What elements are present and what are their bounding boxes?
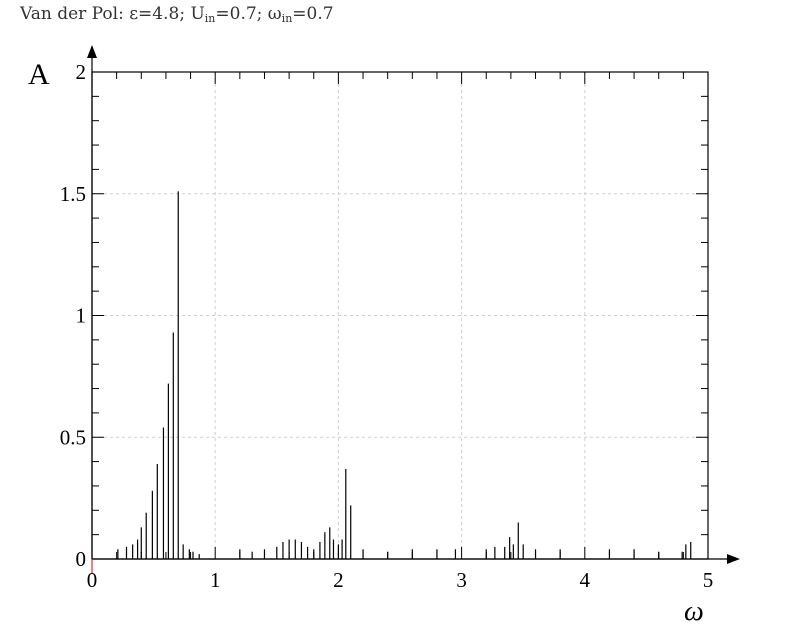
- title-mid: =0.7; ω: [215, 4, 282, 24]
- y-axis-label: A: [28, 58, 50, 91]
- data-bars: [117, 191, 692, 559]
- y-tick-labels: 0 0.5 1 1.5 2: [60, 60, 86, 571]
- title-tail: =0.7: [292, 4, 334, 24]
- x-axis-arrow: [727, 554, 740, 564]
- title-main: Van der Pol: ε=4.8; U: [20, 4, 205, 24]
- y-tick-label: 2: [76, 60, 87, 84]
- grid-lines: [92, 72, 708, 559]
- x-axis-label: ω: [684, 596, 704, 627]
- x-tick-label: 2: [333, 568, 344, 592]
- y-tick-label: 0: [76, 547, 87, 571]
- x-tick-labels: 0 1 2 3 4 5: [87, 568, 714, 592]
- title-sub-1: in: [204, 12, 216, 25]
- y-tick-label: 1.5: [60, 182, 86, 206]
- x-tick-label: 1: [210, 568, 221, 592]
- x-tick-label: 0: [87, 568, 98, 592]
- x-tick-label: 5: [703, 568, 714, 592]
- y-tick-label: 1: [76, 304, 87, 328]
- title-sub-2: in: [281, 12, 293, 25]
- y-axis-arrow: [87, 45, 97, 58]
- axes: [87, 45, 740, 573]
- chart-title: Van der Pol: ε=4.8; Uin=0.7; ωin=0.7: [20, 4, 334, 25]
- y-tick-label: 0.5: [60, 425, 86, 449]
- x-tick-label: 3: [456, 568, 467, 592]
- x-tick-label: 4: [580, 568, 591, 592]
